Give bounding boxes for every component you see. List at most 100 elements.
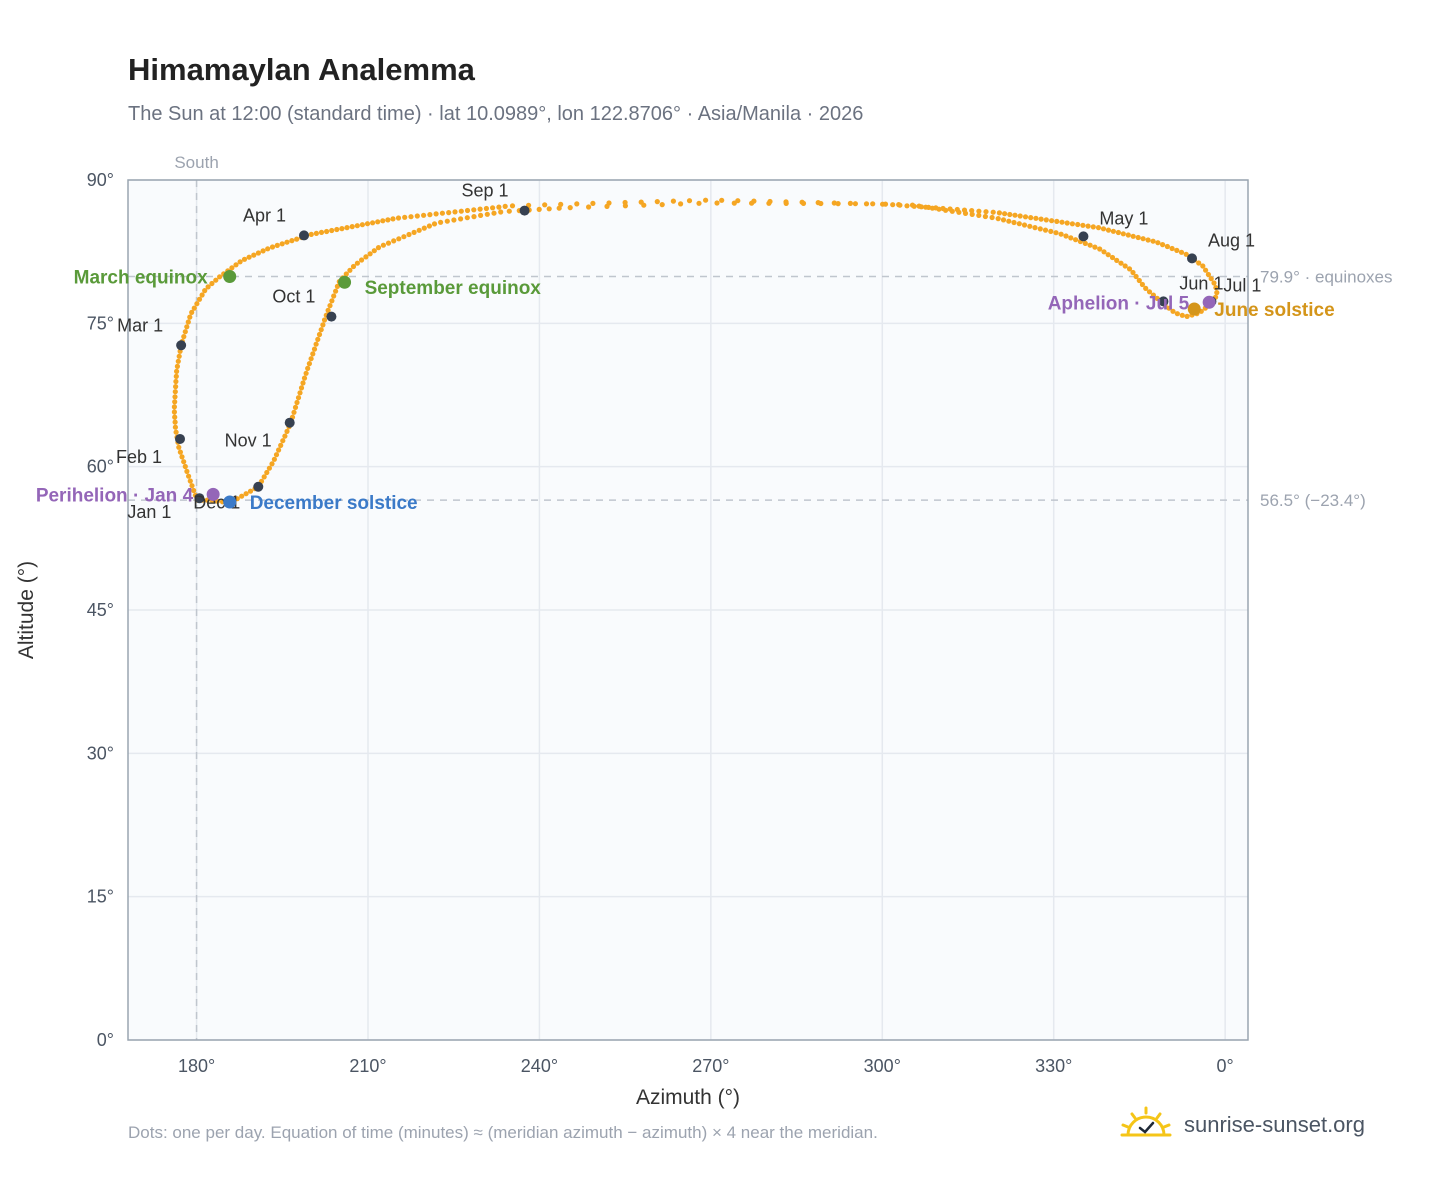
- brand-name[interactable]: sunrise-sunset.org: [1184, 1112, 1365, 1137]
- day-dot: [1133, 273, 1139, 280]
- day-dot: [247, 488, 254, 494]
- day-dot: [347, 267, 353, 273]
- day-dot: [1063, 233, 1069, 239]
- event-label: September equinox: [365, 278, 542, 299]
- day-dot: [172, 424, 178, 430]
- day-dot: [186, 473, 192, 479]
- x-tick-label: 330°: [1035, 1056, 1072, 1076]
- day-dot: [1053, 230, 1059, 236]
- day-dot: [1130, 269, 1136, 276]
- day-dot: [229, 265, 235, 271]
- y-tick-label: 45°: [87, 600, 114, 620]
- day-dot: [989, 214, 995, 221]
- solstice-reference-label: 56.5° (−23.4°): [1260, 491, 1366, 510]
- day-dot: [402, 214, 408, 220]
- day-dot: [174, 363, 180, 369]
- day-dot: [444, 218, 450, 224]
- day-dot: [354, 260, 360, 266]
- day-dot: [1095, 225, 1102, 231]
- day-dot: [1032, 225, 1038, 231]
- day-dot: [1213, 285, 1219, 291]
- day-dot: [325, 307, 331, 313]
- day-dot: [1110, 228, 1116, 234]
- day-dot: [536, 206, 542, 212]
- day-dot: [947, 206, 953, 212]
- day-dot: [1166, 305, 1172, 311]
- day-dot: [269, 461, 275, 467]
- day-dot: [835, 201, 841, 207]
- day-dot: [1087, 242, 1093, 248]
- day-dot: [451, 217, 457, 223]
- day-dot: [1033, 215, 1039, 221]
- day-dot: [904, 203, 910, 209]
- day-dot: [300, 380, 306, 386]
- brand[interactable]: sunrise-sunset.org: [1120, 1100, 1365, 1150]
- day-dot: [176, 353, 182, 359]
- day-dot: [852, 201, 859, 207]
- month-marker: [194, 493, 205, 504]
- day-dot: [421, 212, 427, 218]
- day-dot: [1196, 260, 1202, 266]
- day-dot: [604, 203, 610, 209]
- event-marker: [1202, 295, 1216, 309]
- day-dot: [313, 341, 319, 347]
- day-dot: [659, 202, 665, 208]
- day-dot: [863, 201, 870, 207]
- day-dot: [173, 429, 179, 435]
- day-dot: [1143, 285, 1149, 291]
- day-dot: [990, 209, 996, 215]
- day-dot: [1082, 240, 1088, 246]
- day-dot: [243, 491, 249, 497]
- x-tick-label: 240°: [521, 1056, 558, 1076]
- day-dot: [1000, 217, 1007, 223]
- day-dot: [1126, 266, 1133, 272]
- day-dot: [1150, 238, 1156, 244]
- day-dot: [1043, 217, 1049, 223]
- day-dot: [1174, 311, 1180, 317]
- x-axis-title: Azimuth (°): [636, 1086, 740, 1109]
- day-dot: [246, 254, 252, 260]
- day-dot: [731, 200, 737, 206]
- day-dot: [284, 428, 290, 434]
- day-dot: [1155, 240, 1161, 246]
- day-dot: [1146, 289, 1153, 295]
- day-dot: [306, 361, 312, 367]
- day-dot: [1021, 222, 1028, 228]
- day-dot: [184, 468, 190, 474]
- day-dot: [271, 456, 277, 462]
- day-dot: [1118, 260, 1124, 266]
- day-dot: [940, 205, 946, 212]
- day-dot: [171, 409, 177, 415]
- day-dot: [1073, 237, 1079, 243]
- day-dot: [1006, 218, 1012, 224]
- day-dot: [408, 214, 414, 220]
- day-dot: [370, 220, 376, 226]
- day-dot: [199, 292, 205, 298]
- day-dot: [334, 226, 340, 233]
- x-tick-label: 270°: [692, 1056, 729, 1076]
- day-dot: [438, 219, 444, 225]
- day-dot: [1160, 242, 1166, 248]
- month-marker: [299, 230, 309, 241]
- day-dot: [274, 242, 280, 248]
- day-dot: [1048, 228, 1054, 234]
- day-dot: [1007, 211, 1013, 218]
- month-label: May 1: [1099, 208, 1148, 228]
- month-label: Aug 1: [1208, 230, 1255, 250]
- day-dot: [890, 202, 896, 208]
- day-dot: [496, 204, 502, 210]
- day-dot: [431, 221, 438, 227]
- day-dot: [1122, 263, 1128, 269]
- month-label: Jan 1: [127, 502, 171, 522]
- day-dot: [187, 314, 193, 320]
- day-dot: [1064, 220, 1070, 226]
- day-dot: [954, 206, 960, 213]
- day-dot: [1097, 246, 1103, 252]
- day-dot: [239, 493, 245, 499]
- day-dot: [484, 211, 490, 217]
- day-dot: [983, 209, 989, 215]
- day-dot: [976, 212, 982, 218]
- y-axis-title: Altitude (°): [15, 561, 38, 659]
- day-dot: [1068, 235, 1074, 241]
- event-label: March equinox: [74, 268, 209, 289]
